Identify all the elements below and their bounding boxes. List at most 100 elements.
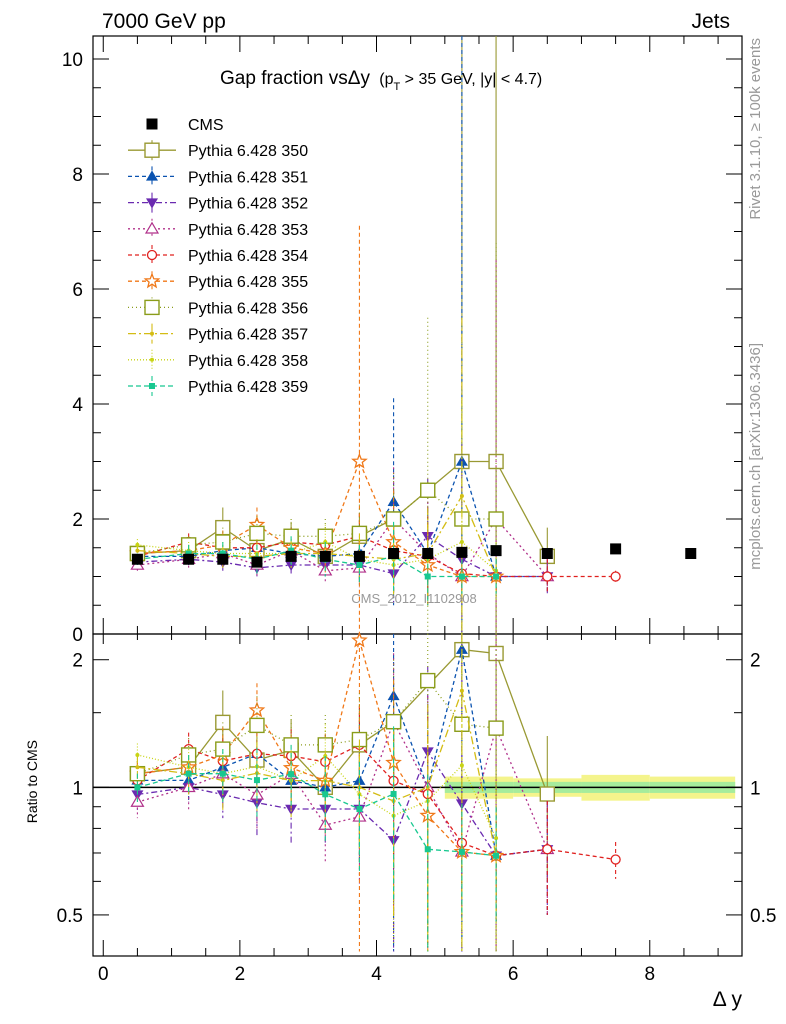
series-ratio-point bbox=[220, 778, 225, 783]
legend-entry: Pythia 6.428 356 bbox=[128, 297, 308, 318]
y-tick-label: 10 bbox=[62, 50, 83, 71]
cms-data-point bbox=[541, 548, 553, 559]
series-ratio-point bbox=[542, 844, 553, 855]
y-tick-label: 8 bbox=[72, 165, 83, 186]
legend-marker bbox=[149, 383, 155, 389]
y-tick-label: 2 bbox=[72, 510, 83, 531]
x-tick-label: 0 bbox=[98, 964, 109, 985]
cms-data-point bbox=[685, 548, 697, 559]
legend-entry: Pythia 6.428 355 bbox=[128, 271, 308, 292]
legend-marker bbox=[150, 357, 154, 362]
legend-label: Pythia 6.428 357 bbox=[188, 327, 308, 344]
legend-marker bbox=[143, 272, 161, 289]
legend-marker bbox=[146, 249, 158, 261]
ratio-y-tick-label: 0.5 bbox=[57, 906, 83, 927]
cms-data-point bbox=[131, 553, 143, 565]
x-tick-label: 6 bbox=[508, 964, 519, 985]
cms-data-point bbox=[388, 548, 400, 559]
cms-data-point bbox=[183, 553, 195, 565]
legend-label: Pythia 6.428 359 bbox=[188, 379, 308, 396]
series-ratio-point bbox=[390, 791, 397, 798]
series-ratio-point bbox=[250, 798, 263, 809]
y-tick-label: 4 bbox=[72, 395, 83, 416]
series-ratio-point bbox=[135, 765, 140, 770]
series-point bbox=[420, 482, 436, 498]
legend-label: Pythia 6.428 355 bbox=[188, 274, 308, 291]
series-point bbox=[219, 550, 226, 557]
legend-label: Pythia 6.428 354 bbox=[188, 248, 308, 265]
svg-text:Gap fraction vsΔy (pT >: Gap fraction vsΔy (pT > 35 GeV, |y| < 4.… bbox=[220, 68, 542, 93]
legend-label: Pythia 6.428 351 bbox=[188, 169, 308, 186]
header-right-label: Jets bbox=[691, 10, 730, 33]
legend-entry: Pythia 6.428 350 bbox=[128, 140, 308, 161]
x-tick-label: 8 bbox=[644, 964, 655, 985]
series-ratio-point bbox=[494, 836, 499, 841]
cms-data-point bbox=[285, 550, 297, 562]
legend-label: Pythia 6.428 356 bbox=[188, 300, 308, 317]
series-point bbox=[424, 573, 431, 580]
legend: CMS Pythia 6.428 350 Pythia 6.428 351 Pythi… bbox=[128, 117, 308, 396]
series-ratio-point bbox=[219, 770, 226, 777]
cms-data-point bbox=[251, 556, 263, 568]
ratio-y-axis-label: Ratio to CMS bbox=[24, 740, 40, 823]
legend-label: Pythia 6.428 353 bbox=[188, 222, 308, 239]
legend-entry: Pythia 6.428 351 bbox=[128, 166, 308, 187]
series-point bbox=[488, 511, 504, 527]
rivet-version-label: Rivet 3.1.10, ≥ 100k events bbox=[747, 38, 764, 220]
cms-data-point bbox=[353, 550, 365, 562]
series-ratio-point bbox=[322, 791, 329, 798]
series-line-main bbox=[137, 459, 548, 578]
series-ratio-point bbox=[458, 848, 465, 855]
series-ratio-point bbox=[539, 786, 555, 802]
legend-marker bbox=[146, 198, 158, 209]
series-ratio-point bbox=[493, 852, 500, 859]
legend-marker bbox=[144, 221, 160, 234]
series-ratio-point bbox=[459, 763, 464, 768]
x-tick-label: 4 bbox=[371, 964, 382, 985]
series-point bbox=[542, 571, 553, 582]
legend-entry: Pythia 6.428 354 bbox=[128, 245, 308, 265]
series-point bbox=[459, 494, 464, 498]
series-357 bbox=[135, 317, 499, 952]
cms-data-point bbox=[490, 545, 502, 557]
series-point bbox=[135, 542, 140, 547]
title-sub-rest: > 35 GeV, |y| < 4.7) bbox=[400, 71, 542, 88]
legend-entry: Pythia 6.428 358 bbox=[128, 349, 308, 370]
cms-uncertainty-band bbox=[93, 774, 742, 801]
series-ratio-point bbox=[185, 770, 192, 777]
series-ratio-point bbox=[135, 752, 140, 757]
legend-marker bbox=[144, 299, 160, 316]
legend-label: Pythia 6.428 358 bbox=[188, 353, 308, 370]
series-line-ratio bbox=[137, 750, 548, 857]
legend-entry: CMS bbox=[146, 117, 224, 134]
legend-entry: Pythia 6.428 357 bbox=[128, 323, 308, 344]
series-point bbox=[285, 560, 298, 571]
mcplots-reference-label: mcplots.cern.ch [arXiv:1306.3436] bbox=[747, 343, 764, 570]
legend-entry: Pythia 6.428 359 bbox=[128, 376, 308, 396]
series-point bbox=[493, 573, 500, 580]
series-line-ratio bbox=[137, 648, 548, 795]
series-355 bbox=[128, 225, 505, 952]
cms-data-point bbox=[610, 543, 622, 555]
legend-marker bbox=[146, 170, 158, 181]
series-354 bbox=[132, 513, 621, 929]
series-line-main bbox=[137, 549, 497, 578]
series-ratio-point bbox=[288, 771, 295, 778]
header-left-label: 7000 GeV pp bbox=[102, 10, 226, 33]
analysis-watermark: CMS_2012_I1102908 bbox=[351, 591, 477, 606]
ratio-y-tick-label: 1 bbox=[750, 778, 761, 799]
series-ratio-point bbox=[356, 806, 363, 813]
series-358 bbox=[135, 398, 499, 952]
legend-label: Pythia 6.428 350 bbox=[188, 143, 308, 160]
x-axis-label: Δ y bbox=[713, 988, 743, 1011]
legend-entry: Pythia 6.428 352 bbox=[128, 192, 308, 213]
title-sub: (p bbox=[379, 71, 393, 88]
legend-entry: Pythia 6.428 353 bbox=[128, 218, 308, 239]
series-ratio-point bbox=[351, 631, 368, 648]
series-359 bbox=[134, 521, 500, 952]
cms-data-point bbox=[422, 548, 434, 559]
legend-marker bbox=[150, 331, 154, 336]
series-point bbox=[459, 540, 464, 544]
series-line-main bbox=[137, 489, 497, 555]
